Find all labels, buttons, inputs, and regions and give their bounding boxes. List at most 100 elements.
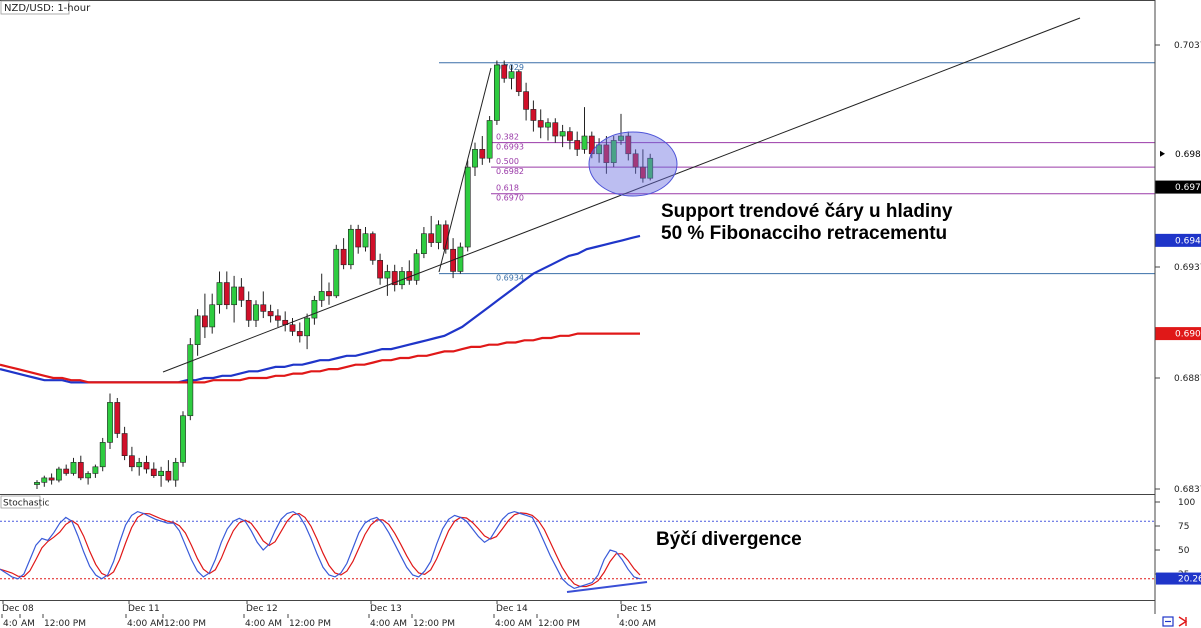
candle [413,249,420,285]
candle [143,455,150,474]
candle [209,293,216,334]
candle [632,149,639,174]
bullish-candle-body [136,462,143,468]
bullish-candle-body [158,470,164,476]
fib-anchor-line [438,67,492,273]
bearish-candle-body [296,331,303,337]
bearish-candle-body [289,324,296,332]
price-badge [1155,327,1201,341]
candle [581,107,588,154]
candle [333,244,340,299]
bullish-candle-body [209,304,216,328]
candle [136,457,143,476]
date-label: Dec 08 [2,604,34,614]
annotation-line-1: Support trendové čáry u hladiny [661,201,953,222]
candle [618,113,624,145]
price-badge [1155,180,1201,194]
bearish-candle-body [391,271,398,286]
candle [639,149,646,183]
bearish-candle-body [121,433,128,457]
candle [574,131,581,156]
bullish-candle-body [55,468,62,481]
candle [165,460,172,483]
candle [223,271,230,310]
candle [187,338,194,421]
candle [289,318,296,336]
candle [435,220,442,250]
candle [172,457,179,487]
bearish-candle-body [150,468,157,476]
bearish-candle-body [566,131,573,141]
bearish-candle-body [267,311,274,317]
bearish-candle-body [129,455,135,468]
bullish-candle-body [99,442,106,468]
candle [377,253,383,285]
price-badge-text: 0.6973 [1175,183,1201,193]
bullish-candle-body [618,135,624,141]
candle [150,462,157,478]
bullish-candle-body [472,149,478,168]
candle [501,60,508,83]
bullish-candle-body [581,135,588,150]
candle [428,215,435,248]
bullish-candle-body [545,122,551,128]
candle [537,109,544,139]
stochastic-axis: 10075502520.26 [1155,498,1201,585]
annotation-line-2: 50 % Fibonacciho retracementu [661,223,947,244]
bullish-candle-body [464,166,471,248]
bearish-candle-body [377,260,383,279]
time-label: 4:00 AM [245,619,282,628]
bearish-candle-body [369,233,376,261]
candle [566,127,573,150]
time-label: 12:00 PM [413,619,455,628]
fib-low-label: 0.6934 [496,274,524,283]
candle [464,160,471,252]
bullish-candle-body [362,233,369,248]
candle [523,82,529,121]
bearish-candle-body [639,166,646,179]
candle [508,64,515,90]
stoch-k-line [0,510,641,590]
time-label: 4:00 AM [127,619,164,628]
candle [194,309,201,356]
price-tick-label: 0.7037 [1174,41,1201,51]
bearish-candle-body [63,468,70,474]
fib-level-price: 0.6970 [496,194,524,203]
bullish-candle-body [194,315,201,345]
candle [158,466,164,487]
bullish-candle-body [508,71,515,79]
price-tick-label: 0.6937 [1174,263,1201,273]
bearish-candle-body [530,109,537,121]
bearish-candle-body [515,71,522,92]
bullish-candle-body [486,120,493,159]
candle [63,464,70,476]
date-label: Dec 11 [128,604,160,614]
bearish-candle-body [552,122,559,137]
candle [596,138,602,163]
candle [610,136,617,168]
jump-to-end-icon[interactable] [1178,616,1188,627]
stoch-tick-label: 75 [1178,522,1189,532]
time-label: 12:00 PM [164,619,206,628]
bearish-candle-body [202,315,208,328]
bullish-candle-body [435,224,442,243]
fib-high-label: 0.7029 [496,63,524,72]
candle [253,300,259,327]
candle [318,273,325,307]
bearish-candle-body [48,477,55,481]
zoom-icon[interactable] [1162,616,1174,627]
chart-title-box [0,0,70,15]
candle [530,100,537,132]
candle [231,275,237,323]
candle [369,231,376,265]
bearish-candle-body [428,233,435,243]
stoch-value-text: 20.26 [1178,575,1201,585]
bullish-candle-body [647,157,654,179]
candle [41,475,48,487]
fib-level-price: 0.6993 [496,143,524,152]
candle [311,295,318,325]
chart-tools[interactable] [1162,616,1188,627]
bullish-candle-body [304,317,310,337]
candle [647,153,654,181]
bullish-candle-body [85,473,91,479]
